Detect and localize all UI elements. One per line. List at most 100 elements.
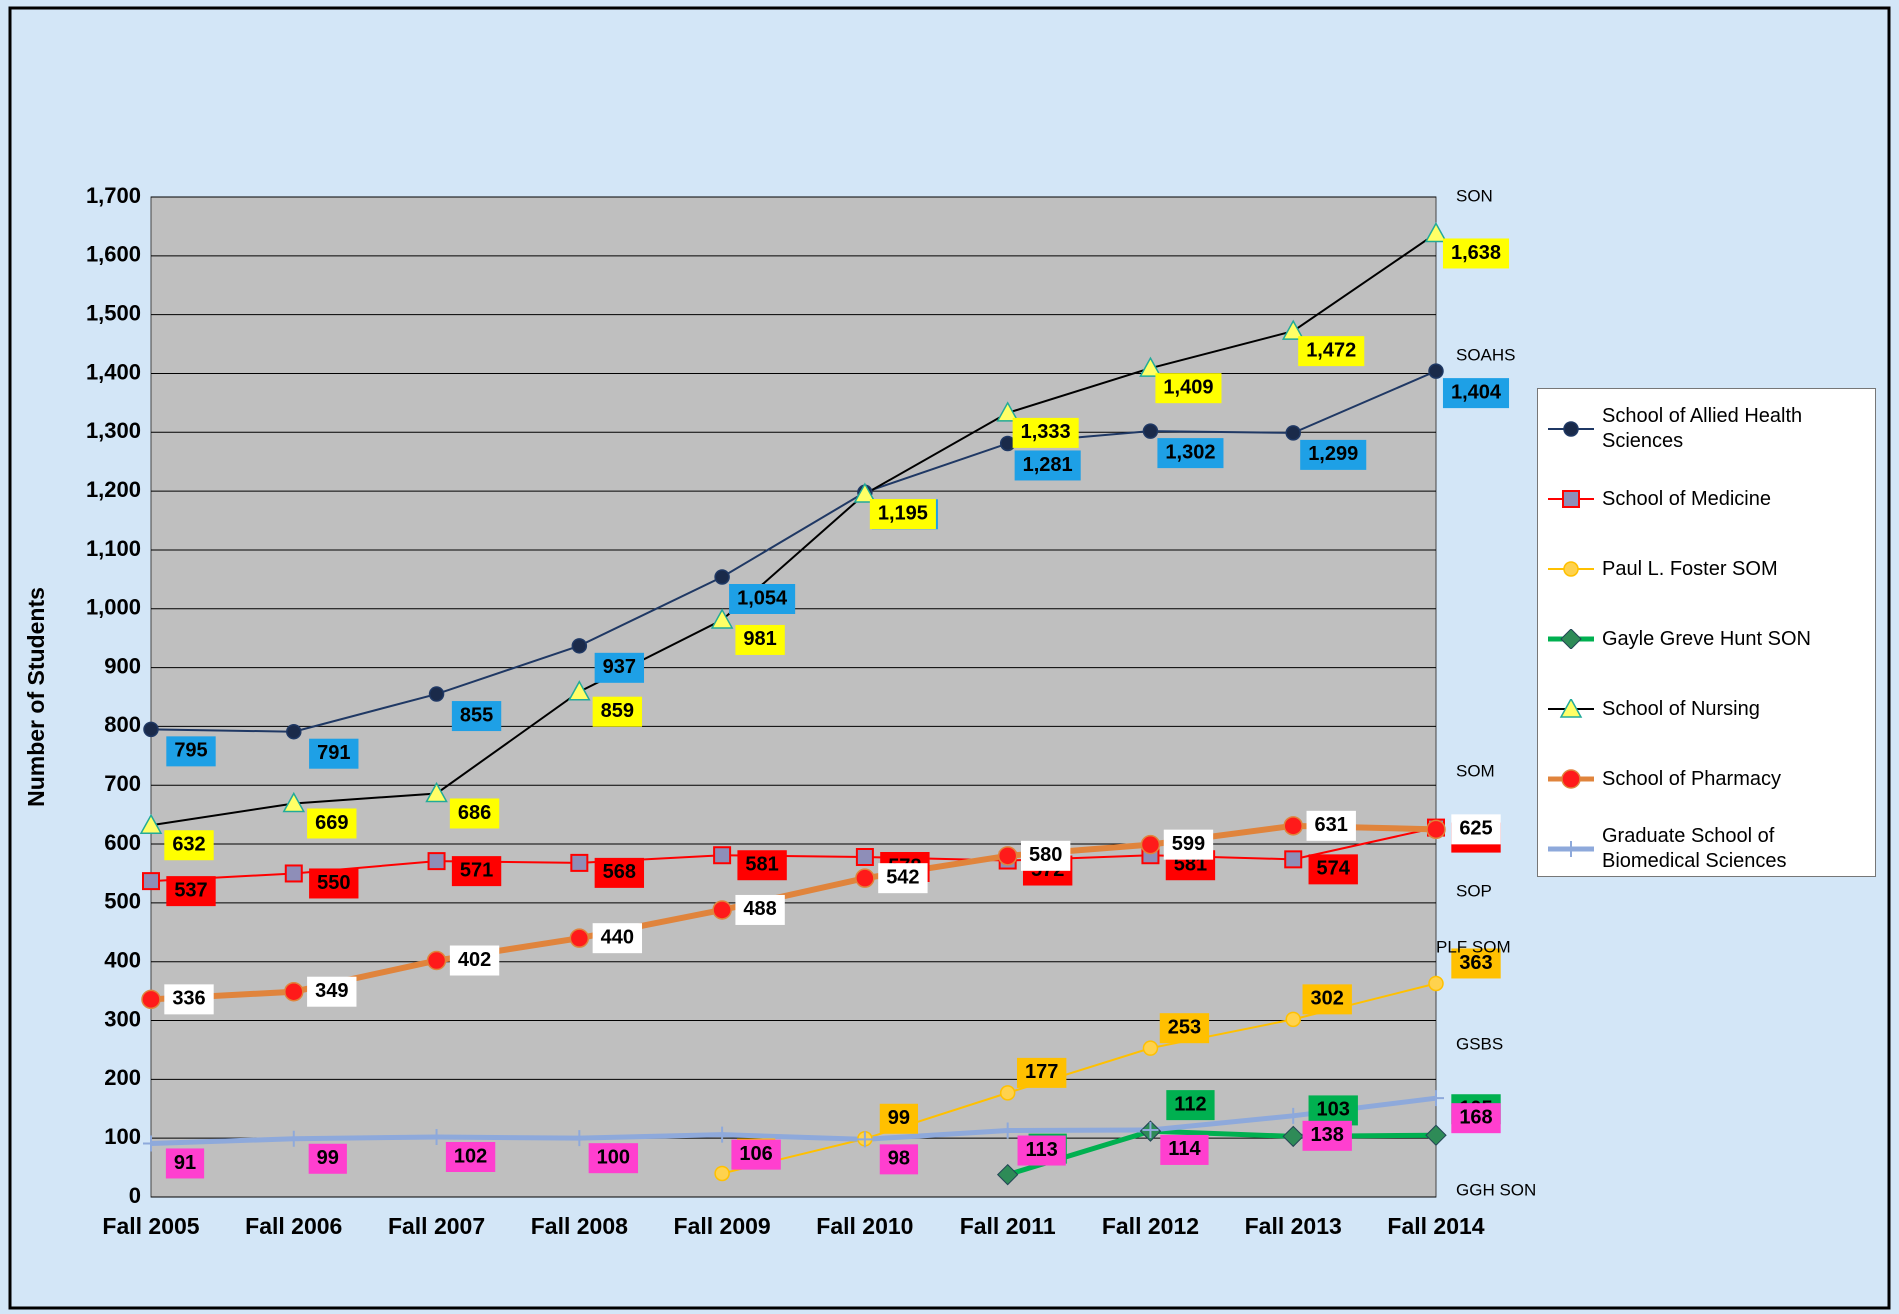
marker	[286, 723, 302, 740]
data-label-box	[1308, 1095, 1358, 1126]
data-label: 1,333	[1021, 421, 1071, 443]
marker	[1563, 421, 1579, 437]
data-label-box	[1020, 840, 1071, 871]
marker	[568, 680, 591, 701]
data-label: 1,404	[1451, 381, 1502, 403]
marker	[425, 781, 448, 803]
y-tick-label: 1,200	[86, 477, 141, 502]
marker	[285, 1130, 302, 1147]
data-label-box	[731, 1139, 781, 1170]
data-label-box	[308, 1143, 347, 1174]
data-label: 253	[1168, 1016, 1201, 1038]
marker	[710, 608, 734, 629]
x-tick-label: Fall 2012	[1102, 1213, 1199, 1239]
data-label: 581	[745, 854, 778, 876]
data-label: 168	[1459, 1106, 1492, 1128]
marker	[1559, 699, 1583, 718]
data-label-box	[1014, 450, 1081, 481]
data-label-box	[878, 863, 928, 894]
data-label: 102	[454, 1145, 487, 1167]
x-tick-label: Fall 2010	[816, 1213, 913, 1239]
marker	[1142, 1121, 1159, 1138]
data-label-box	[166, 876, 216, 907]
data-label-box	[1306, 810, 1356, 841]
y-tick-label: 1,000	[86, 595, 141, 620]
data-label: 791	[317, 742, 350, 764]
y-tick-label: 200	[104, 1065, 141, 1090]
data-label: 1,638	[1451, 242, 1501, 264]
legend-label: School of Nursing	[1602, 697, 1760, 720]
data-label: 571	[460, 859, 493, 881]
y-tick-label: 600	[104, 830, 141, 855]
marker	[853, 482, 877, 503]
data-label-box	[879, 1144, 919, 1175]
data-label: 402	[458, 949, 491, 971]
data-label-box	[1160, 1134, 1209, 1165]
data-label: 98	[888, 1148, 910, 1170]
marker	[996, 401, 1019, 422]
data-label: 349	[315, 980, 348, 1002]
data-label: 568	[603, 861, 636, 883]
marker	[996, 1163, 1019, 1186]
marker	[139, 813, 163, 834]
legend-swatch	[1548, 421, 1594, 437]
data-label-box	[307, 976, 357, 1007]
data-label: 100	[597, 1146, 630, 1168]
x-tick-label: Fall 2009	[674, 1213, 771, 1239]
marker	[855, 848, 874, 866]
marker	[1561, 769, 1581, 789]
data-label-box	[307, 808, 357, 839]
data-label-box	[309, 868, 359, 899]
legend-item: School of Pharmacy	[1538, 749, 1875, 809]
series-line	[150, 232, 1437, 827]
data-label: 440	[601, 926, 634, 948]
marker	[142, 872, 160, 891]
y-tick-label: 1,700	[86, 183, 141, 208]
data-label: 1,281	[1023, 454, 1073, 476]
y-tick-label: 0	[129, 1183, 141, 1208]
data-label-box	[729, 584, 796, 614]
marker	[1142, 423, 1159, 439]
marker	[1428, 363, 1444, 379]
data-label: 855	[460, 704, 493, 726]
data-label-box	[1157, 438, 1224, 469]
data-label: 669	[315, 812, 348, 834]
data-label-box	[594, 857, 645, 888]
annotation: PLF SOM	[1436, 937, 1511, 956]
legend-item: Graduate School of Biomedical Sciences	[1538, 819, 1875, 879]
legend-item: School of Allied Health Sciences	[1538, 399, 1875, 459]
y-tick-label: 1,500	[86, 300, 141, 325]
marker	[1424, 221, 1448, 243]
y-tick-label: 800	[104, 712, 141, 737]
data-label: 138	[1311, 1124, 1344, 1146]
data-label: 177	[1025, 1061, 1058, 1083]
legend-swatch	[1548, 841, 1594, 857]
x-tick-label: Fall 2013	[1245, 1213, 1342, 1239]
x-tick-label: Fall 2008	[531, 1213, 628, 1239]
legend-label: Graduate School of Biomedical Sciences	[1602, 825, 1787, 872]
marker	[571, 1130, 588, 1147]
legend-label: School of Allied Health Sciences	[1602, 405, 1803, 452]
data-label-box	[1451, 1103, 1501, 1134]
data-label: 795	[174, 740, 207, 762]
y-tick-label: 900	[104, 653, 141, 678]
data-label-box	[735, 624, 785, 655]
y-tick-label: 1,400	[86, 359, 141, 384]
data-label: 91	[174, 1152, 196, 1174]
y-tick-label: 1,600	[86, 242, 141, 267]
data-label-box	[449, 945, 500, 976]
data-label: 686	[458, 802, 491, 824]
marker	[1142, 1040, 1159, 1056]
data-label-box	[1016, 1057, 1067, 1088]
legend-label: Paul L. Foster SOM	[1602, 557, 1778, 580]
data-label-box	[1166, 1090, 1215, 1121]
legend-swatch	[1548, 699, 1594, 718]
marker	[997, 846, 1018, 866]
data-label-box	[1298, 336, 1365, 367]
data-label-box	[1159, 1013, 1210, 1044]
data-label-box	[869, 499, 936, 530]
data-label: 1,409	[1163, 376, 1213, 398]
data-label-box	[1442, 378, 1510, 409]
